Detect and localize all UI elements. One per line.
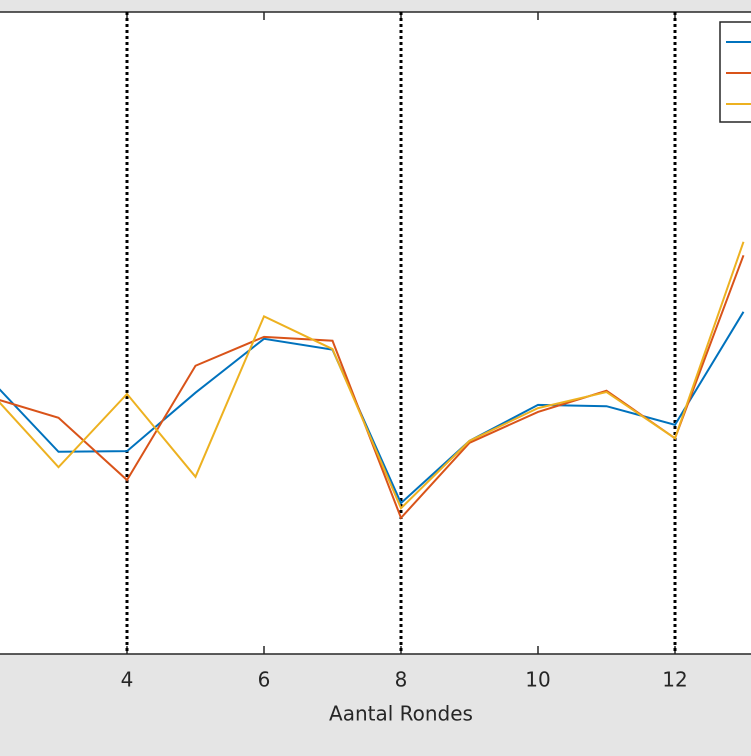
x-axis-label: Aantal Rondes	[329, 702, 473, 726]
x-tick-label: 4	[121, 668, 134, 692]
x-tick-label: 6	[258, 668, 271, 692]
x-tick-label: 12	[662, 668, 687, 692]
series-line	[0, 241, 745, 511]
x-tick-label: 10	[525, 668, 550, 692]
axes-box	[0, 11, 751, 655]
x-tick-label: 8	[395, 668, 408, 692]
